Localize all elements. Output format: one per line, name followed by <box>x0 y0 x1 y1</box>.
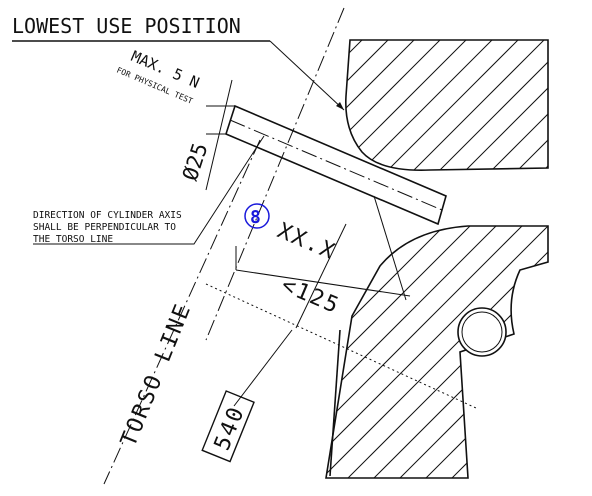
hatch-line <box>345 40 393 171</box>
title-leader <box>269 40 345 111</box>
hatch-line <box>326 226 548 478</box>
hatch-line <box>381 40 523 171</box>
hatch-line <box>523 226 548 478</box>
axis-note-line-2: SHALL BE PERPENDICULAR TO <box>33 222 176 233</box>
diameter-extension <box>205 79 233 191</box>
cylinder-axis <box>229 119 443 211</box>
hatch-line <box>355 40 497 171</box>
value-box-leader <box>233 329 293 407</box>
axis-note-line-3: THE TORSO LINE <box>33 234 113 245</box>
hatch-line <box>537 40 548 171</box>
axis-note-leader <box>33 135 265 245</box>
hatch-line <box>56 220 320 484</box>
torso-dimension-line <box>295 223 347 329</box>
diameter-text: Ø25 <box>178 140 213 183</box>
hatch-line <box>345 40 445 171</box>
hatch-line <box>511 40 548 171</box>
title-leader-arrow <box>336 102 344 110</box>
hatch-line <box>419 226 548 478</box>
hatch-line <box>550 220 592 484</box>
hatch-line <box>407 40 548 171</box>
hatch-line <box>326 226 503 478</box>
hatch-line <box>326 226 477 478</box>
value-box: 540 <box>201 390 255 463</box>
cylinder <box>225 104 447 226</box>
hatch-line <box>326 226 529 478</box>
title-text: LOWEST USE POSITION <box>12 14 241 38</box>
hatch-line <box>326 226 548 478</box>
hatch-line <box>345 40 367 171</box>
reference-badge-number: 8 <box>250 207 261 228</box>
pivot-circle-inner <box>461 311 503 353</box>
pivot-circle <box>457 307 507 357</box>
hatch-line <box>459 40 548 171</box>
hatch-line <box>433 40 548 171</box>
hatch-line <box>497 226 548 478</box>
distance-text: <125 <box>278 273 344 320</box>
hatch-line <box>326 226 451 478</box>
distance-dimension-line <box>235 269 411 297</box>
torso-line <box>103 139 261 485</box>
cylinder-centre-line <box>205 7 345 341</box>
hatch-line <box>345 40 419 171</box>
distance-extension <box>373 195 407 301</box>
hatch-line <box>485 40 548 171</box>
upper-body-section <box>345 39 549 171</box>
reference-badge <box>244 203 270 229</box>
hatch-line <box>326 226 425 478</box>
axis-note-line-1: DIRECTION OF CYLINDER AXIS <box>33 210 182 221</box>
hatch-line <box>341 226 548 478</box>
torso-line-label: TORSO LINE <box>116 300 196 451</box>
